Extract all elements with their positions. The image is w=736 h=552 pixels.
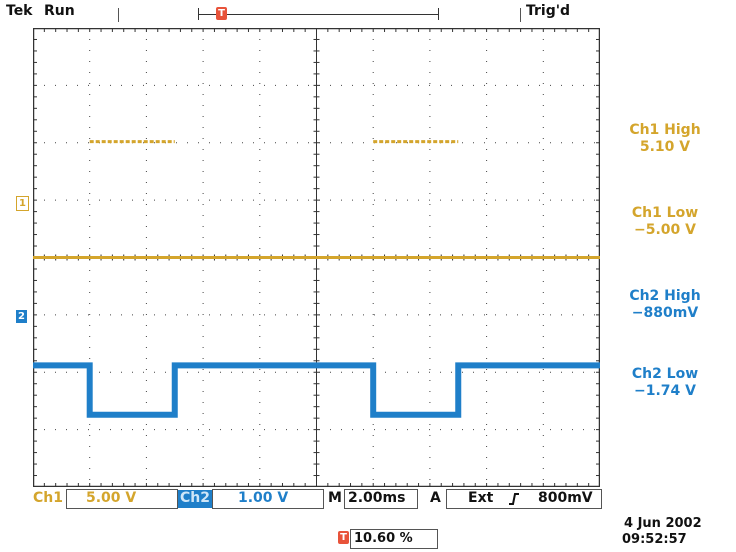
trigger-box [446, 489, 602, 509]
measurement-value: −880mV [631, 305, 699, 321]
trigger-pos-icon: T [338, 531, 349, 544]
ch1-waveform [33, 140, 600, 259]
brand-label: Tek [6, 3, 33, 19]
record-window-right [438, 8, 439, 20]
rising-edge-icon [509, 493, 519, 505]
measurement-3: Ch2 Low −1.74 V [610, 366, 720, 400]
timebase-label: M [328, 490, 342, 506]
measurement-label: Ch2 High [629, 288, 701, 304]
trigger-level: 800mV [538, 490, 593, 506]
ch1-label[interactable]: Ch1 [33, 490, 63, 506]
graticule [33, 28, 600, 487]
ch2-ground-marker[interactable]: 2 [16, 310, 27, 323]
ch2-label[interactable]: Ch2 [178, 490, 212, 508]
ch2-scale: 1.00 V [238, 490, 289, 506]
trigger-pos-box [350, 529, 438, 549]
trigger-status: Trig'd [526, 3, 571, 19]
ch1-scale: 5.00 V [86, 490, 137, 506]
time-label: 09:52:57 [622, 532, 687, 547]
run-state: Run [44, 3, 75, 19]
record-window-left [198, 8, 199, 20]
measurement-2: Ch2 High −880mV [610, 288, 720, 322]
status-divider-right [520, 8, 521, 22]
measurement-1: Ch1 Low −5.00 V [610, 205, 720, 239]
ch1-scale-box [66, 489, 178, 509]
trigger-position-value: 10.60 % [354, 531, 413, 546]
ch2-square-wave [33, 362, 600, 418]
ch2-waveform [33, 362, 600, 418]
measurement-label: Ch1 High [629, 122, 701, 138]
measurement-label: Ch2 Low [631, 366, 699, 382]
date-label: 4 Jun 2002 [624, 516, 702, 531]
timebase-value: 2.00ms [348, 490, 406, 506]
record-window-bar [198, 14, 438, 15]
timebase-box [344, 489, 418, 509]
record-trigger-icon: T [216, 7, 227, 20]
trigger-source: Ext [468, 490, 494, 506]
ch2-scale-box [212, 489, 324, 509]
trigger-mode: A [430, 490, 441, 506]
measurement-0: Ch1 High 5.10 V [610, 122, 720, 156]
measurement-label: Ch1 Low [631, 205, 699, 221]
measurement-value: −1.74 V [634, 383, 696, 399]
status-divider [118, 8, 119, 22]
measurement-value: −5.00 V [634, 222, 696, 238]
ch1-ground-marker[interactable]: 1 [16, 196, 29, 211]
measurement-value: 5.10 V [639, 139, 691, 155]
